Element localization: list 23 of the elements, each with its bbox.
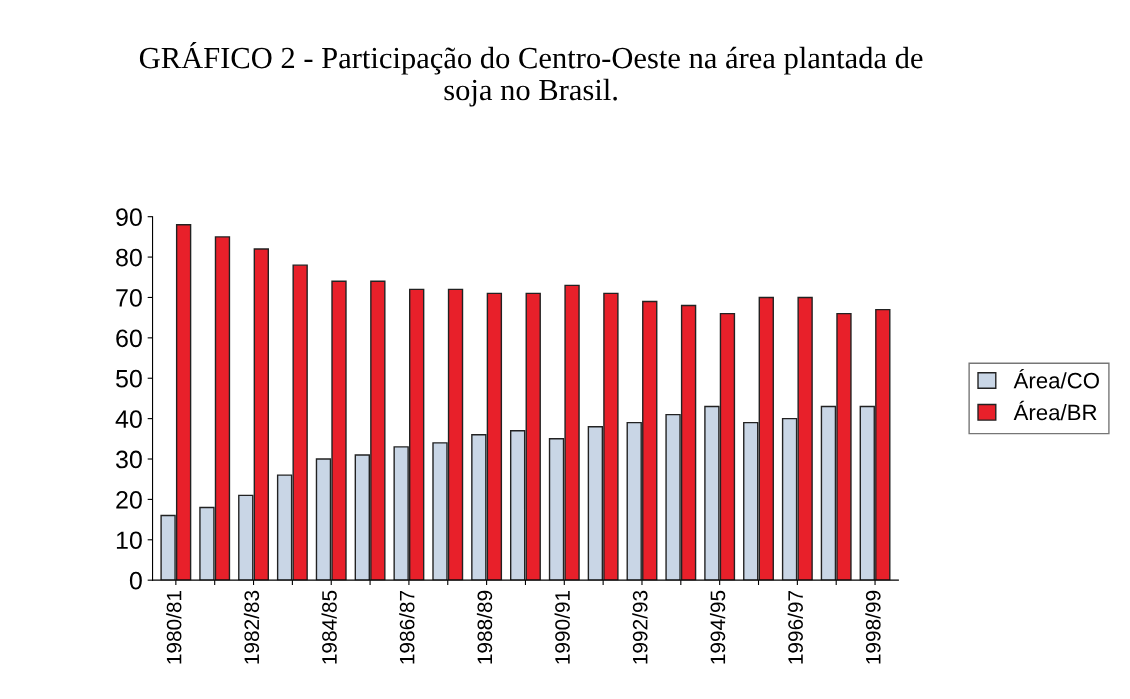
y-tick-label: 60	[116, 329, 142, 348]
x-tick-label: 1986/87	[399, 590, 415, 664]
y-tick-label: 80	[116, 248, 142, 267]
y-tick-label: 20	[116, 491, 142, 509]
x-tick-label: 1994/95	[709, 590, 726, 664]
x-tick-label: 1992/93	[632, 590, 648, 664]
y-tick-label: 30	[115, 450, 142, 469]
x-tick-label: 1990/91	[554, 590, 570, 664]
x-tick-label: 1988/89	[476, 590, 493, 664]
y-tick-label: 90	[116, 208, 142, 226]
y-tick-label: 70	[116, 289, 142, 307]
x-tick-label: 1982/83	[243, 590, 260, 664]
x-tick-label: 1984/85	[321, 590, 337, 664]
x-tick-label: 1998/99	[865, 590, 881, 664]
x-tick-label: 1996/97	[787, 590, 803, 664]
x-tick-label: 1980/81	[166, 590, 182, 664]
y-tick-label: 0	[129, 571, 142, 590]
legend-label: Área/BR	[1013, 400, 1097, 421]
y-tick-label: 50	[116, 369, 142, 388]
y-tick-label: 40	[115, 410, 142, 428]
legend-label: Área/CO	[1013, 368, 1099, 389]
y-tick-label: 10	[116, 531, 142, 550]
chart-title: GRÁFICO 2 - Participação do Centro-Oeste na área plantada de soja no Brasil.	[139, 41, 923, 107]
